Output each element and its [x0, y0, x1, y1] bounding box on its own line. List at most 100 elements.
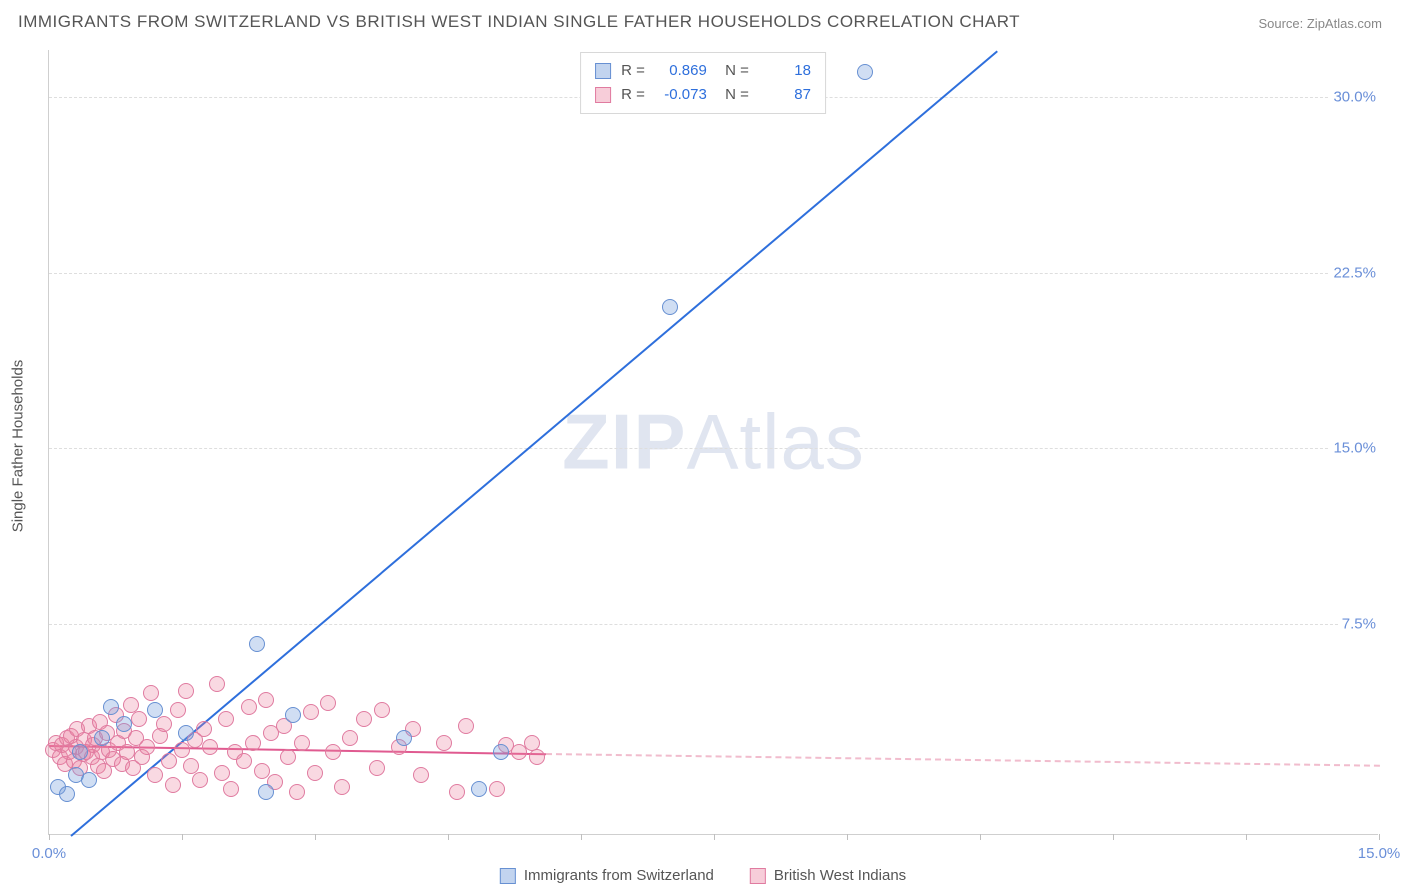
data-point [303, 704, 319, 720]
r-value-blue: 0.869 [655, 59, 707, 83]
data-point [258, 784, 274, 800]
x-tick-mark [847, 834, 848, 840]
data-point [94, 730, 110, 746]
data-point [289, 784, 305, 800]
data-point [356, 711, 372, 727]
data-point [241, 699, 257, 715]
data-point [59, 786, 75, 802]
data-point [458, 718, 474, 734]
data-point [147, 702, 163, 718]
data-point [209, 676, 225, 692]
gridline [49, 448, 1378, 449]
data-point [489, 781, 505, 797]
data-point [413, 767, 429, 783]
chart-plot-area: ZIPAtlas 7.5%15.0%22.5%30.0%0.0%15.0% [48, 50, 1378, 835]
legend-label-blue: Immigrants from Switzerland [524, 867, 714, 884]
data-point [202, 739, 218, 755]
x-tick-mark [1246, 834, 1247, 840]
data-point [245, 735, 261, 751]
source-label: Source: [1258, 16, 1306, 31]
swatch-blue-icon [500, 868, 516, 884]
data-point [147, 767, 163, 783]
x-tick-mark [182, 834, 183, 840]
legend-item-blue: Immigrants from Switzerland [500, 867, 714, 884]
data-point [131, 711, 147, 727]
correlation-row-pink: R = -0.073 N = 87 [595, 83, 811, 107]
data-point [342, 730, 358, 746]
x-tick-mark [980, 834, 981, 840]
x-tick-mark [581, 834, 582, 840]
watermark-light: Atlas [686, 398, 864, 486]
y-tick-label: 15.0% [1329, 440, 1380, 457]
x-tick-mark [1113, 834, 1114, 840]
data-point [471, 781, 487, 797]
data-point [139, 739, 155, 755]
swatch-pink-icon [595, 87, 611, 103]
data-point [320, 695, 336, 711]
data-point [161, 753, 177, 769]
data-point [116, 716, 132, 732]
data-point [280, 749, 296, 765]
x-tick-mark [315, 834, 316, 840]
source-link[interactable]: ZipAtlas.com [1307, 16, 1382, 31]
correlation-legend: R = 0.869 N = 18 R = -0.073 N = 87 [580, 52, 826, 114]
data-point [449, 784, 465, 800]
data-point [156, 716, 172, 732]
data-point [249, 636, 265, 652]
r-value-pink: -0.073 [655, 83, 707, 107]
series-legend: Immigrants from Switzerland British West… [500, 867, 906, 884]
n-value-pink: 87 [759, 83, 811, 107]
trend-line-blue [71, 50, 999, 837]
data-point [81, 772, 97, 788]
x-tick-label: 0.0% [32, 845, 66, 862]
data-point [178, 683, 194, 699]
data-point [223, 781, 239, 797]
source-credit: Source: ZipAtlas.com [1258, 16, 1382, 31]
r-label: R = [621, 59, 645, 83]
data-point [436, 735, 452, 751]
x-tick-mark [49, 834, 50, 840]
watermark-text: ZIPAtlas [562, 397, 865, 488]
n-label: N = [717, 83, 749, 107]
data-point [258, 692, 274, 708]
data-point [374, 702, 390, 718]
x-tick-mark [714, 834, 715, 840]
data-point [103, 699, 119, 715]
data-point [662, 299, 678, 315]
swatch-blue-icon [595, 63, 611, 79]
data-point [307, 765, 323, 781]
gridline [49, 273, 1378, 274]
data-point [143, 685, 159, 701]
data-point [396, 730, 412, 746]
legend-item-pink: British West Indians [750, 867, 906, 884]
data-point [178, 725, 194, 741]
data-point [196, 721, 212, 737]
x-tick-mark [1379, 834, 1380, 840]
legend-label-pink: British West Indians [774, 867, 906, 884]
correlation-row-blue: R = 0.869 N = 18 [595, 59, 811, 83]
data-point [254, 763, 270, 779]
data-point [857, 64, 873, 80]
data-point [119, 744, 135, 760]
r-label: R = [621, 83, 645, 107]
data-point [214, 765, 230, 781]
y-axis-label: Single Father Households [10, 360, 27, 533]
data-point [165, 777, 181, 793]
y-tick-label: 22.5% [1329, 264, 1380, 281]
x-tick-mark [448, 834, 449, 840]
y-tick-label: 7.5% [1338, 616, 1380, 633]
data-point [170, 702, 186, 718]
data-point [493, 744, 509, 760]
trend-line-pink-extrapolate [546, 753, 1379, 767]
data-point [192, 772, 208, 788]
data-point [325, 744, 341, 760]
y-tick-label: 30.0% [1329, 88, 1380, 105]
data-point [529, 749, 545, 765]
x-tick-label: 15.0% [1358, 845, 1401, 862]
data-point [285, 707, 301, 723]
watermark-bold: ZIP [562, 398, 686, 486]
n-label: N = [717, 59, 749, 83]
data-point [236, 753, 252, 769]
swatch-pink-icon [750, 868, 766, 884]
data-point [72, 744, 88, 760]
